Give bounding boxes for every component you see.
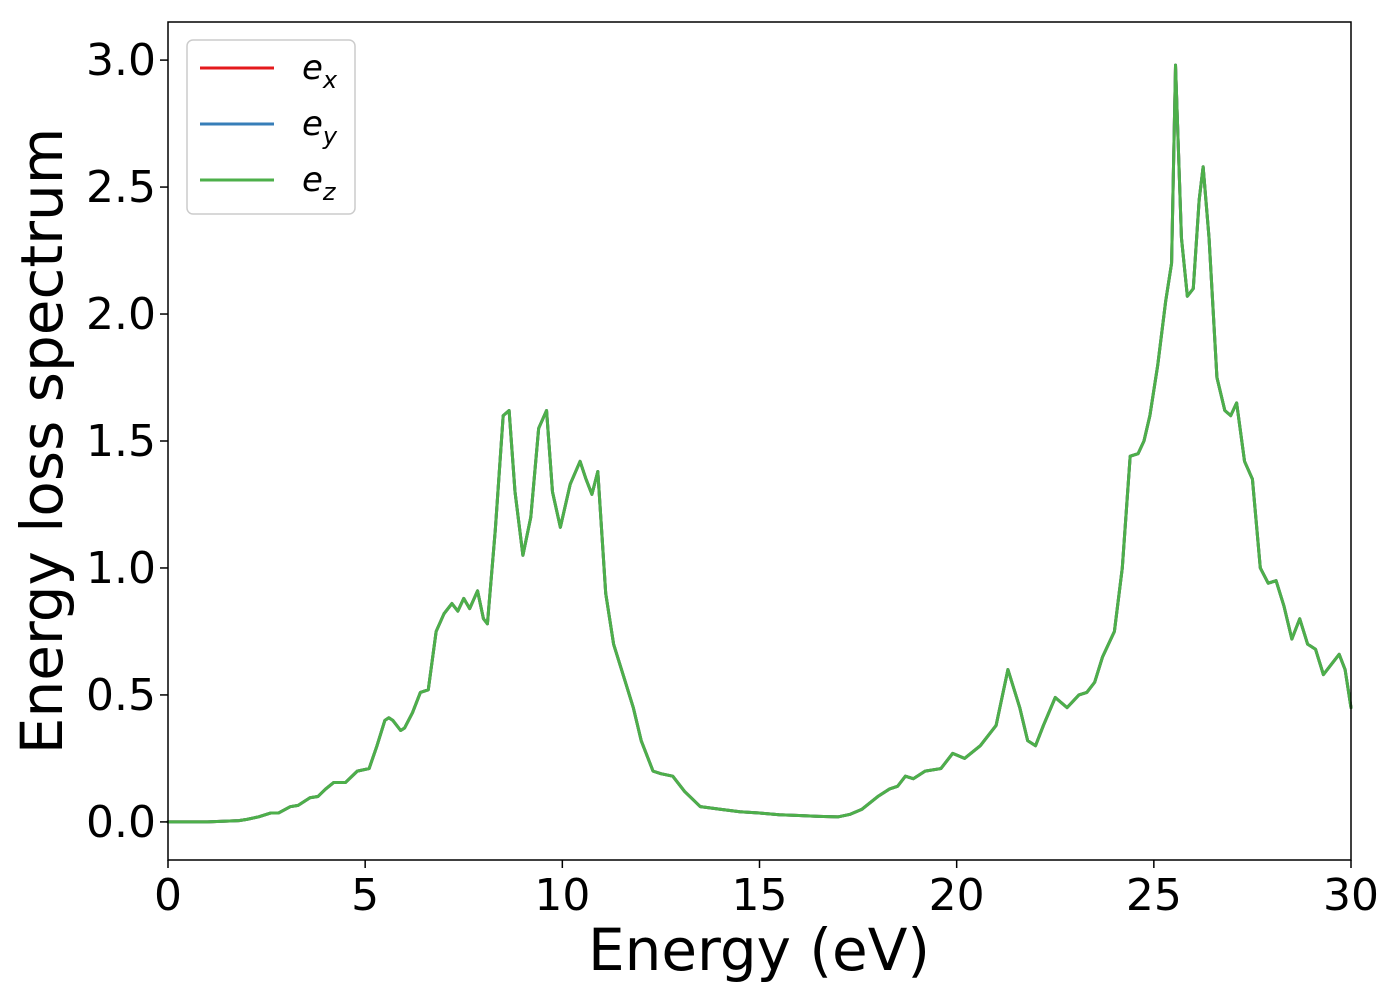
legend-label-subscript: y — [322, 122, 338, 150]
legend-label-base: e — [302, 160, 323, 200]
plot-area — [168, 22, 1351, 860]
y-tick-label: 2.0 — [86, 289, 156, 340]
legend-label-e-y: ey — [302, 104, 338, 150]
legend-label-subscript: z — [322, 178, 337, 206]
legend-label-e-z: ez — [302, 160, 337, 206]
y-tick-label: 3.0 — [86, 35, 156, 86]
series-line-e-z — [166, 63, 1353, 824]
x-tick-label: 10 — [534, 870, 590, 921]
x-axis-label: Energy (eV) — [588, 916, 930, 984]
x-tick-label: 15 — [732, 870, 788, 921]
y-tick-label: 1.0 — [86, 543, 156, 594]
x-axis: 0 5 10 15 20 25 30 — [154, 860, 1379, 921]
y-tick-label: 1.5 — [86, 416, 156, 467]
legend-box — [186, 39, 356, 215]
y-tick-label: 2.5 — [86, 162, 156, 213]
x-tick-label: 0 — [154, 870, 182, 921]
x-tick-label: 5 — [351, 870, 379, 921]
x-tick-label: 20 — [929, 870, 985, 921]
legend-label-subscript: x — [322, 66, 338, 94]
y-axis: 0.0 0.5 1.0 1.5 2.0 2.5 3.0 — [86, 35, 168, 848]
x-tick-label: 30 — [1323, 870, 1379, 921]
legend-label-e-x: ex — [302, 48, 338, 94]
legend-label-base: e — [302, 104, 323, 144]
y-tick-label: 0.0 — [86, 797, 156, 848]
y-axis-label: Energy loss spectrum — [8, 128, 76, 754]
legend-label-base: e — [302, 48, 323, 88]
x-tick-label: 25 — [1126, 870, 1182, 921]
series-layer — [166, 63, 1353, 824]
y-tick-label: 0.5 — [86, 670, 156, 721]
